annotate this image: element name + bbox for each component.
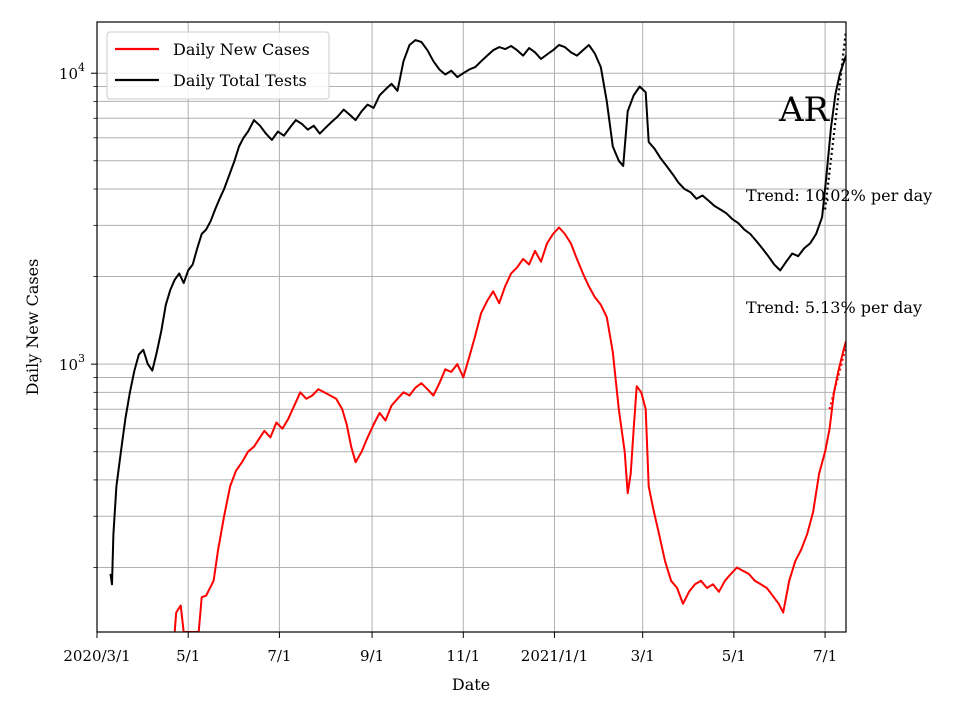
series-line-daily-new-cases: [173, 226, 846, 632]
trend-annotation-tests: Trend: 10.02% per day: [746, 186, 932, 205]
x-tick-label: 2021/1/1: [521, 647, 588, 665]
x-tick-label: 5/1: [176, 647, 200, 665]
y-tick-label: 104: [59, 61, 85, 83]
legend-box: [106, 31, 330, 100]
legend-label-daily-new-cases: Daily New Cases: [173, 40, 310, 59]
series-line-daily-total-tests: [109, 39, 846, 586]
y-axis-label: Daily New Cases: [23, 259, 42, 396]
x-tick-label: 9/1: [360, 647, 384, 665]
y-tick-label: 103: [59, 352, 85, 374]
x-tick-label: 7/1: [267, 647, 291, 665]
x-axis-label: Date: [452, 675, 490, 694]
trend-line-daily-new-cases: [828, 346, 846, 410]
x-tick-label: 7/1: [813, 647, 837, 665]
x-tick-label: 2020/3/1: [63, 647, 130, 665]
legend-label-daily-total-tests: Daily Total Tests: [173, 71, 307, 90]
x-tick-label: 11/1: [446, 647, 480, 665]
x-tick-label: 3/1: [631, 647, 655, 665]
x-tick-label: 5/1: [722, 647, 746, 665]
state-label: AR: [778, 90, 831, 130]
plot-frame: [96, 21, 847, 633]
axis-ticks: 2020/3/1 5/1 7/1 9/1 11/1 2021/1/1 3/1 5/1 7/1 10…: [59, 61, 837, 665]
trend-annotation-cases: Trend: 5.13% per day: [746, 298, 922, 317]
series-lines: [109, 30, 846, 632]
grid: [96, 22, 846, 632]
trend-line-daily-total-tests: [824, 30, 846, 210]
legend: Daily New Cases Daily Total Tests: [106, 31, 330, 100]
